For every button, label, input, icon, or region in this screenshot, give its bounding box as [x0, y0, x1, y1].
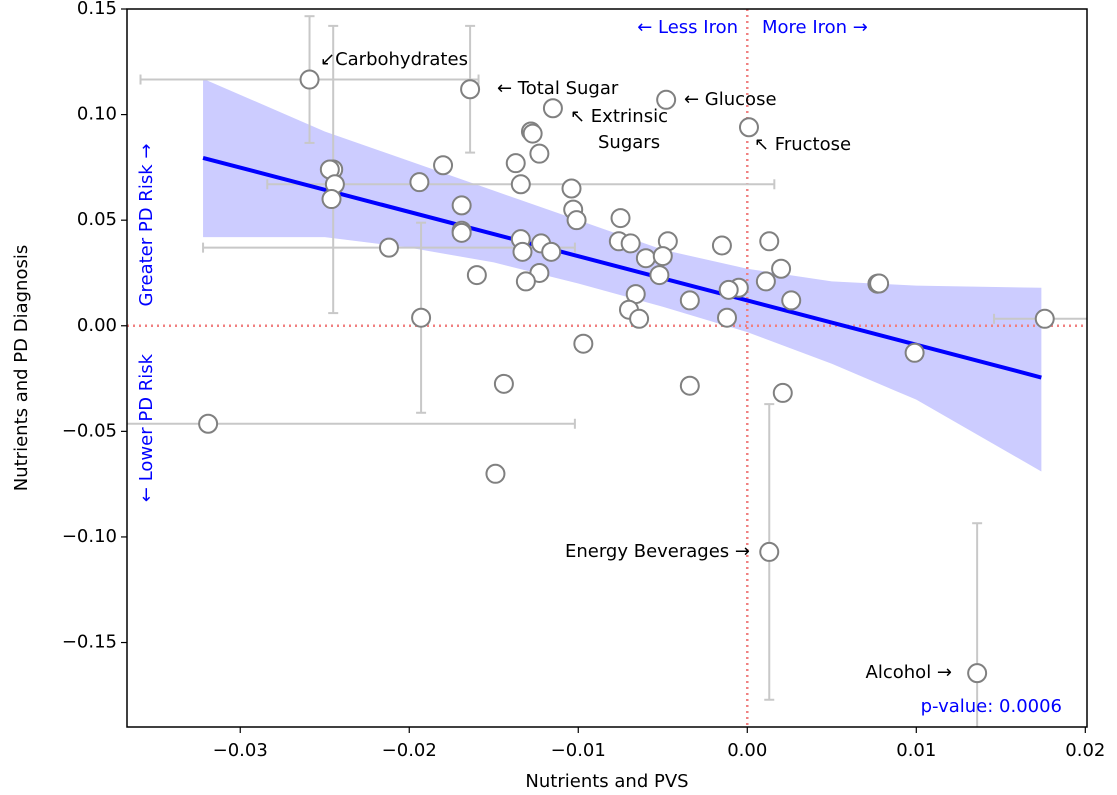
data-point: [542, 98, 563, 119]
data-point: [409, 172, 430, 193]
data-point: [433, 155, 454, 176]
data-point: [451, 222, 472, 243]
y-tick-label: 0.15: [77, 0, 117, 19]
annotation: ← Glucose: [684, 89, 777, 110]
data-point: [466, 265, 487, 286]
y-error-bar: [972, 522, 983, 727]
y-tick-label: −0.05: [62, 420, 117, 441]
direction-label: Greater PD Risk →: [136, 144, 157, 307]
x-tick-label: 0.02: [1065, 740, 1105, 761]
data-point: [759, 231, 780, 252]
data-point: [679, 290, 700, 311]
p-value: p-value: 0.0006: [921, 696, 1062, 717]
y-tick-label: 0.05: [77, 209, 117, 230]
data-point: [652, 246, 673, 267]
y-tick-label: −0.10: [62, 526, 117, 547]
annotation: Alcohol →: [866, 662, 952, 683]
data-point: [541, 241, 562, 262]
data-point: [515, 271, 536, 292]
data-point: [573, 333, 594, 354]
annotation: Energy Beverages →: [565, 541, 750, 562]
data-point: [869, 273, 890, 294]
data-point: [460, 79, 481, 100]
y-axis-label: Nutrients and PD Diagnosis: [11, 245, 32, 492]
data-point: [451, 195, 472, 216]
data-point: [378, 237, 399, 258]
annotation: Sugars: [598, 132, 660, 153]
data-point: [649, 265, 670, 286]
direction-label: More Iron →: [762, 17, 868, 38]
regression-line: [202, 155, 1042, 380]
data-point: [566, 210, 587, 231]
data-point: [493, 373, 514, 394]
data-point: [411, 307, 432, 328]
data-point: [759, 541, 780, 562]
direction-label: ← Less Iron: [637, 17, 738, 38]
data-point: [679, 375, 700, 396]
data-point: [717, 307, 737, 328]
data-point: [781, 290, 802, 311]
data-point: [967, 663, 988, 684]
x-tick-label: −0.02: [382, 740, 437, 761]
data-point: [198, 413, 219, 434]
data-point: [610, 208, 631, 229]
data-point: [1034, 308, 1055, 329]
data-point: [561, 178, 582, 199]
data-point: [485, 463, 506, 484]
annotation: ← Total Sugar: [497, 78, 619, 99]
data-point: [656, 89, 677, 110]
data-point: [522, 123, 543, 144]
x-tick-label: −0.01: [551, 740, 606, 761]
plot-frame: [126, 8, 1088, 728]
data-point: [505, 153, 526, 174]
annotation: ↖ Fructose: [754, 134, 851, 155]
x-tick-label: 0.00: [727, 740, 767, 761]
data-point: [321, 189, 342, 210]
direction-label: ← Lower PD Risk: [136, 353, 157, 502]
x-axis-label: Nutrients and PVS: [525, 771, 688, 792]
data-point: [755, 271, 776, 292]
data-point: [512, 241, 533, 262]
data-point: [635, 248, 656, 269]
plot: [127, 9, 1087, 727]
annotation: ↙Carbohydrates: [320, 49, 468, 70]
data-point: [510, 174, 531, 195]
data-point: [299, 69, 320, 90]
x-tick-label: 0.01: [896, 740, 936, 761]
data-point: [904, 342, 925, 363]
data-point: [711, 235, 732, 256]
data-point: [629, 308, 650, 329]
data-point: [718, 279, 739, 300]
data-point: [620, 233, 641, 254]
annotation: ↖ Extrinsic: [570, 106, 668, 127]
x-tick-label: −0.03: [213, 740, 268, 761]
data-point: [529, 143, 550, 164]
data-point: [738, 117, 759, 138]
y-tick-label: −0.15: [62, 632, 117, 653]
y-tick-label: 0.10: [77, 104, 117, 125]
data-point: [772, 382, 793, 403]
data-point: [771, 258, 792, 279]
y-tick-label: 0.00: [77, 315, 117, 336]
